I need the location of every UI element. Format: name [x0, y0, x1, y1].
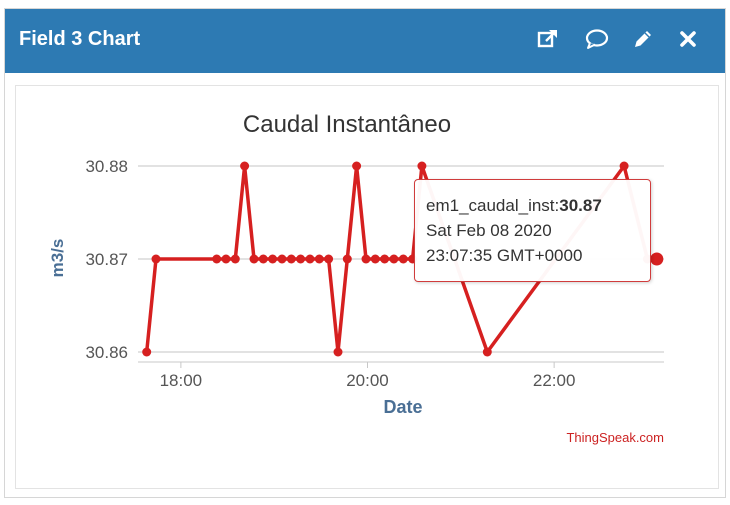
- y-axis-label: m3/s: [48, 239, 67, 278]
- data-point[interactable]: [240, 161, 250, 171]
- widget-title: Field 3 Chart: [19, 28, 141, 50]
- comment-icon: [585, 29, 609, 49]
- tooltip-value: 30.87: [559, 196, 602, 215]
- x-axis-label: Date: [383, 397, 422, 417]
- data-point[interactable]: [333, 347, 343, 357]
- y-tick-label: 30.87: [85, 250, 128, 269]
- data-point[interactable]: [370, 254, 380, 264]
- data-point[interactable]: [314, 254, 324, 264]
- chart-title: Caudal Instantâneo: [243, 111, 451, 138]
- data-point[interactable]: [324, 254, 334, 264]
- y-tick-label: 30.86: [85, 343, 128, 362]
- chart-widget: Field 3 Chart: [4, 8, 726, 498]
- tooltip-series-label: em1_caudal_inst:: [426, 196, 560, 215]
- chart-tooltip: em1_caudal_inst:30.87 Sat Feb 08 2020 23…: [414, 179, 651, 282]
- data-point[interactable]: [151, 254, 161, 264]
- data-point[interactable]: [398, 254, 408, 264]
- data-point[interactable]: [417, 161, 427, 171]
- chart-container: Caudal Instantâneo 30.86 30.87 30.88 m3/s …: [15, 85, 719, 489]
- data-point[interactable]: [296, 254, 306, 264]
- x-tick-label: 22:00: [533, 371, 576, 390]
- data-point[interactable]: [221, 254, 231, 264]
- data-point[interactable]: [268, 254, 278, 264]
- data-point[interactable]: [361, 254, 371, 264]
- data-point[interactable]: [389, 254, 399, 264]
- widget-header: Field 3 Chart: [5, 9, 725, 73]
- data-point[interactable]: [286, 254, 296, 264]
- data-point[interactable]: [249, 254, 259, 264]
- edit-button[interactable]: [631, 27, 655, 51]
- data-point[interactable]: [230, 254, 240, 264]
- data-point[interactable]: [619, 161, 629, 171]
- data-point[interactable]: [258, 254, 268, 264]
- chart-credit[interactable]: ThingSpeak.com: [566, 430, 664, 445]
- data-point[interactable]: [482, 347, 492, 357]
- open-external-icon: [537, 30, 557, 48]
- x-tick-labels: 18:00 20:00 22:00: [160, 362, 576, 390]
- close-icon: [680, 31, 696, 47]
- close-button[interactable]: [676, 27, 700, 51]
- data-point[interactable]: [212, 254, 222, 264]
- data-point-highlighted[interactable]: [650, 252, 664, 266]
- x-tick-label: 20:00: [346, 371, 389, 390]
- pencil-icon: [635, 31, 651, 47]
- data-point[interactable]: [277, 254, 287, 264]
- open-external-button[interactable]: [536, 27, 560, 51]
- data-point[interactable]: [352, 161, 362, 171]
- y-tick-label: 30.88: [85, 157, 128, 176]
- tooltip-date: Sat Feb 08 2020: [426, 221, 552, 240]
- data-point[interactable]: [142, 347, 152, 357]
- y-tick-labels: 30.86 30.87 30.88: [85, 157, 128, 362]
- comment-button[interactable]: [585, 27, 609, 51]
- tooltip-time: 23:07:35 GMT+0000: [426, 246, 583, 265]
- data-point[interactable]: [305, 254, 315, 264]
- x-tick-label: 18:00: [160, 371, 203, 390]
- data-point[interactable]: [342, 254, 352, 264]
- data-point[interactable]: [380, 254, 390, 264]
